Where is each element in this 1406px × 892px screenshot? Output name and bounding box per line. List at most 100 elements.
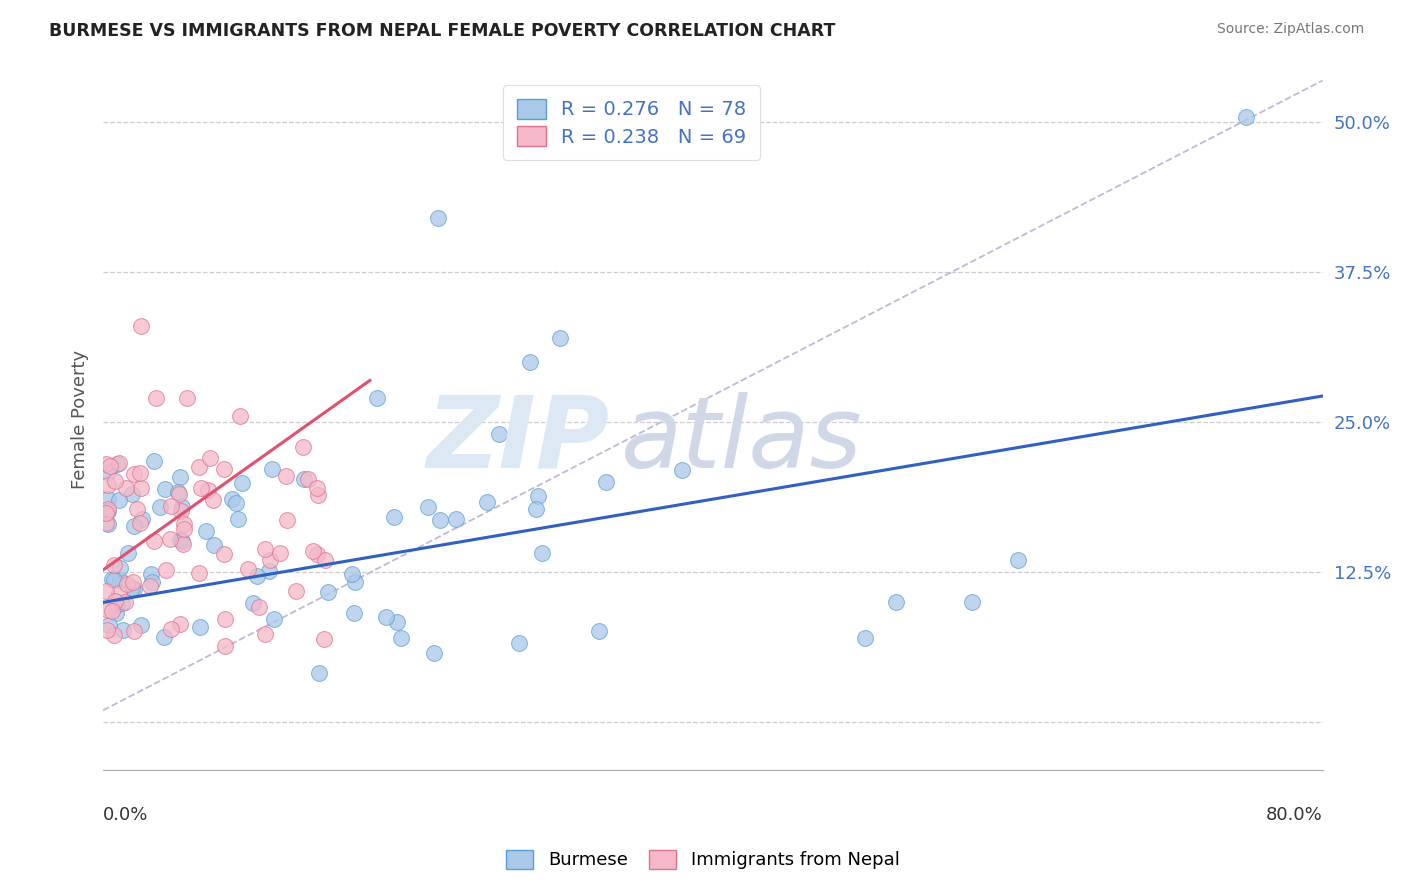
Point <box>595 475 617 490</box>
Point <box>307 488 329 502</box>
Point <box>173 516 195 531</box>
Y-axis label: Female Poverty: Female Poverty <box>72 350 89 489</box>
Point <box>97 516 120 531</box>
Point <box>343 607 366 621</box>
Point <box>259 553 281 567</box>
Point <box>201 493 224 508</box>
Text: atlas: atlas <box>621 392 863 489</box>
Point <box>96 457 118 471</box>
Point <box>444 512 467 526</box>
Point <box>254 541 277 556</box>
Point <box>292 472 315 486</box>
Point <box>111 596 134 610</box>
Point <box>308 665 330 680</box>
Point <box>260 462 283 476</box>
Point <box>246 569 269 583</box>
Point <box>96 583 118 598</box>
Point <box>122 582 145 597</box>
Point <box>159 533 181 547</box>
Legend: R = 0.276   N = 78, R = 0.238   N = 69: R = 0.276 N = 78, R = 0.238 N = 69 <box>503 86 761 161</box>
Point <box>212 462 235 476</box>
Point <box>176 392 198 406</box>
Point <box>122 624 145 638</box>
Point <box>104 606 127 620</box>
Point <box>291 441 314 455</box>
Point <box>188 566 211 580</box>
Point <box>145 392 167 406</box>
Point <box>276 512 298 526</box>
Point <box>508 636 530 650</box>
Point <box>105 598 128 612</box>
Point <box>97 491 120 506</box>
Point <box>884 595 907 609</box>
Point <box>167 487 190 501</box>
Point <box>172 533 194 548</box>
Point <box>98 458 121 473</box>
Point <box>429 513 451 527</box>
Point <box>385 615 408 630</box>
Point <box>129 516 152 530</box>
Text: 80.0%: 80.0% <box>1265 806 1323 824</box>
Point <box>97 618 120 632</box>
Point <box>231 475 253 490</box>
Point <box>97 478 120 492</box>
Point <box>960 595 983 609</box>
Point <box>96 623 118 637</box>
Point <box>588 624 610 638</box>
Point <box>302 543 325 558</box>
Point <box>117 546 139 560</box>
Point <box>190 481 212 495</box>
Point <box>169 470 191 484</box>
Point <box>263 612 285 626</box>
Point <box>129 319 152 334</box>
Point <box>253 626 276 640</box>
Point <box>112 623 135 637</box>
Point <box>100 604 122 618</box>
Point <box>107 492 129 507</box>
Point <box>169 533 191 547</box>
Point <box>127 502 149 516</box>
Point <box>149 500 172 514</box>
Point <box>143 533 166 548</box>
Point <box>202 538 225 552</box>
Point <box>531 546 554 560</box>
Point <box>155 482 177 496</box>
Legend: Burmese, Immigrants from Nepal: Burmese, Immigrants from Nepal <box>498 841 908 879</box>
Point <box>103 628 125 642</box>
Point <box>374 610 396 624</box>
Point <box>160 622 183 636</box>
Point <box>214 639 236 653</box>
Point <box>314 632 336 647</box>
Point <box>221 492 243 507</box>
Point <box>117 576 139 591</box>
Point <box>122 519 145 533</box>
Point <box>139 567 162 582</box>
Point <box>214 612 236 626</box>
Point <box>242 596 264 610</box>
Point <box>108 573 131 587</box>
Point <box>121 487 143 501</box>
Point <box>316 585 339 599</box>
Point <box>238 561 260 575</box>
Point <box>108 561 131 575</box>
Point <box>104 474 127 488</box>
Point <box>488 427 510 442</box>
Text: ZIP: ZIP <box>426 392 609 489</box>
Text: BURMESE VS IMMIGRANTS FROM NEPAL FEMALE POVERTY CORRELATION CHART: BURMESE VS IMMIGRANTS FROM NEPAL FEMALE … <box>49 22 835 40</box>
Point <box>389 632 412 646</box>
Point <box>382 510 405 524</box>
Point <box>423 646 446 660</box>
Point <box>519 355 541 369</box>
Point <box>418 500 440 514</box>
Point <box>160 499 183 513</box>
Point <box>259 564 281 578</box>
Point <box>173 523 195 537</box>
Point <box>115 481 138 495</box>
Text: Source: ZipAtlas.com: Source: ZipAtlas.com <box>1216 22 1364 37</box>
Point <box>195 524 218 538</box>
Point <box>170 500 193 515</box>
Point <box>274 469 297 483</box>
Point <box>155 563 177 577</box>
Point <box>297 472 319 486</box>
Point <box>100 572 122 586</box>
